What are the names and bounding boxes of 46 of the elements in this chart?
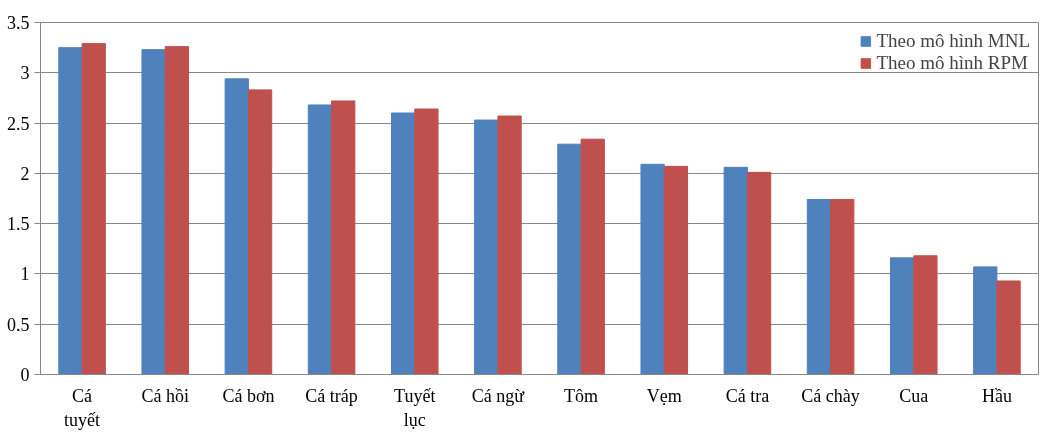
legend-label: Theo mô hình MNL (876, 30, 1030, 52)
bar (497, 115, 522, 375)
legend-label: Theo mô hình RPM (876, 52, 1028, 74)
x-tick-label: Vẹm (646, 385, 682, 406)
bar (474, 119, 499, 375)
x-tick-label: Cá tra (725, 385, 770, 406)
x-tick-label: Cá bơn (222, 385, 275, 406)
bar (141, 49, 166, 375)
bar (806, 199, 832, 375)
bar (307, 104, 333, 375)
bar (830, 199, 855, 375)
bar (247, 89, 273, 375)
y-tick-label: 0 (20, 365, 30, 385)
bar (746, 171, 772, 375)
bar (913, 255, 938, 375)
y-tick-label: 1 (20, 264, 30, 285)
bar (224, 78, 249, 375)
x-tick-label: Hầu (981, 385, 1012, 406)
bar (580, 138, 605, 375)
x-tick-label: Tôm (564, 385, 599, 406)
bar (414, 108, 439, 375)
bar (996, 280, 1021, 375)
x-tick-label: Cá ngừ (471, 385, 526, 406)
y-tick-label: 2.5 (7, 113, 30, 134)
x-tick-label: Cá hồi (141, 385, 189, 406)
bar (164, 46, 190, 375)
bar (331, 100, 356, 375)
bar (889, 257, 915, 375)
y-tick-label: 3 (20, 63, 30, 84)
y-tick-label: 3.5 (7, 13, 30, 33)
bar (58, 47, 83, 375)
x-tick-label: Cá chày (801, 385, 860, 406)
y-tick-label: 0.5 (7, 314, 30, 335)
x-tick-label: Cua (899, 385, 929, 406)
bar (973, 266, 998, 375)
bar (663, 165, 689, 375)
bar (640, 163, 665, 375)
bar (723, 166, 748, 375)
y-tick-label: 1.5 (7, 214, 30, 235)
y-tick-label: 2 (20, 163, 30, 184)
bar (81, 43, 106, 375)
bar (557, 143, 582, 375)
x-tick-label: Tuyết lục (394, 385, 436, 430)
x-tick-label: Cá tuyết (64, 385, 101, 430)
bar (390, 112, 416, 375)
x-tick-label: Cá tráp (305, 385, 358, 406)
